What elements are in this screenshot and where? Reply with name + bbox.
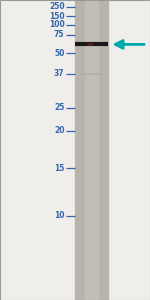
Text: 37: 37 (54, 69, 64, 78)
Text: 75: 75 (54, 30, 64, 39)
Text: 150: 150 (49, 12, 64, 21)
Bar (85, 0, 98, 300)
Text: 20: 20 (54, 126, 64, 135)
Text: 15: 15 (54, 164, 64, 172)
Bar (75, 0, 108, 300)
Text: 25: 25 (54, 103, 64, 112)
Text: 100: 100 (49, 20, 64, 29)
Text: 50: 50 (54, 49, 64, 58)
Text: 10: 10 (54, 212, 64, 220)
Text: 250: 250 (49, 2, 64, 11)
